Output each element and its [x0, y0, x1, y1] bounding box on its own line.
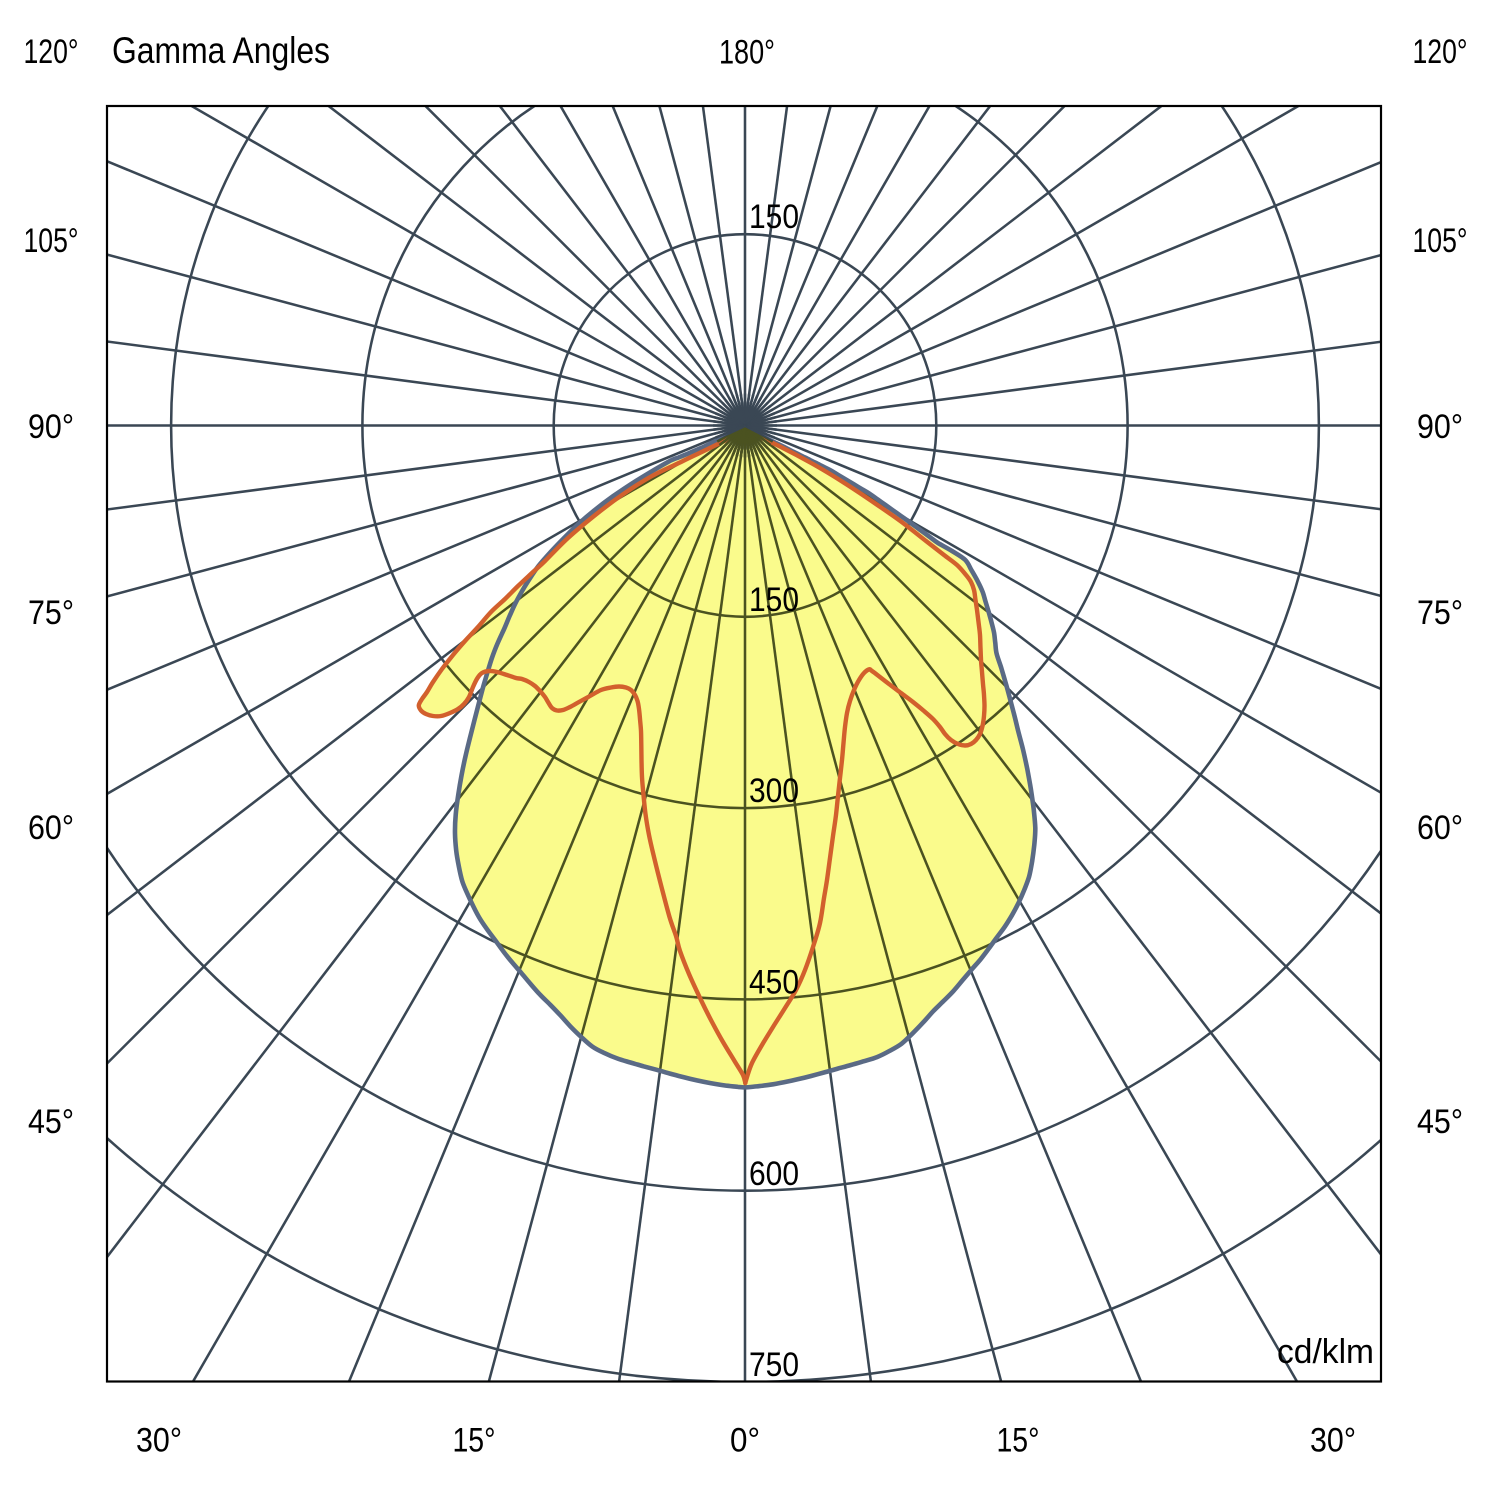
svg-text:75°: 75° — [1417, 594, 1463, 632]
svg-text:105°: 105° — [24, 222, 79, 260]
svg-text:750: 750 — [749, 1346, 799, 1384]
svg-text:45°: 45° — [28, 1103, 74, 1141]
svg-text:60°: 60° — [1417, 809, 1463, 847]
svg-text:120°: 120° — [24, 33, 79, 71]
svg-text:300: 300 — [749, 772, 799, 810]
svg-text:0°: 0° — [730, 1422, 760, 1460]
svg-text:15°: 15° — [997, 1422, 1040, 1460]
svg-text:cd/klm: cd/klm — [1277, 1333, 1374, 1371]
svg-text:60°: 60° — [28, 809, 74, 847]
svg-text:105°: 105° — [1413, 222, 1468, 260]
svg-text:180°: 180° — [719, 34, 775, 72]
svg-text:150: 150 — [749, 198, 799, 236]
svg-text:30°: 30° — [136, 1422, 182, 1460]
svg-text:75°: 75° — [28, 594, 74, 632]
svg-text:450: 450 — [749, 964, 799, 1002]
svg-text:Gamma Angles: Gamma Angles — [112, 30, 330, 71]
svg-text:30°: 30° — [1310, 1422, 1356, 1460]
svg-text:120°: 120° — [1413, 33, 1468, 71]
svg-text:15°: 15° — [453, 1422, 496, 1460]
svg-text:150: 150 — [749, 581, 799, 619]
svg-text:45°: 45° — [1417, 1103, 1463, 1141]
svg-text:90°: 90° — [28, 408, 74, 446]
svg-text:600: 600 — [749, 1155, 799, 1193]
svg-text:90°: 90° — [1417, 408, 1463, 446]
